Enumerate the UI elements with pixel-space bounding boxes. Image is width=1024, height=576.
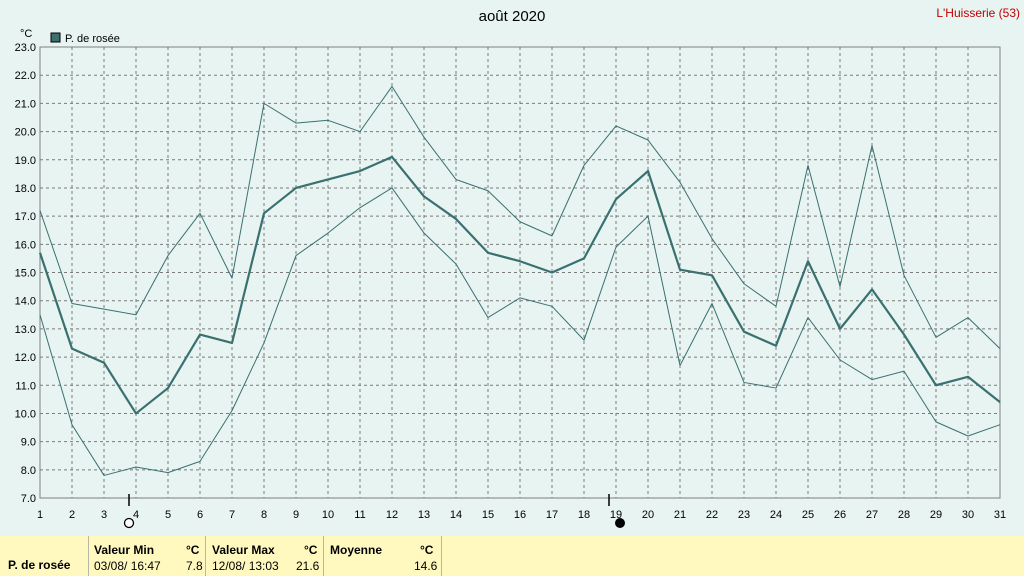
x-tick-label: 31	[994, 509, 1006, 521]
legend-swatch	[50, 32, 61, 43]
x-tick-label: 4	[133, 509, 139, 521]
y-tick-label: 10.0	[15, 408, 36, 420]
x-tick-label: 22	[706, 509, 718, 521]
series-line-max	[39, 85, 1001, 349]
max-label: Valeur Max	[212, 543, 275, 557]
series-line-min	[39, 187, 1001, 476]
x-tick-label: 3	[101, 509, 107, 521]
series-line-mean	[38, 155, 1001, 415]
stats-row-label: P. de rosée	[8, 558, 71, 572]
y-tick-label: 23.0	[15, 42, 36, 54]
y-tick-label: 14.0	[15, 296, 36, 308]
min-label: Valeur Min	[94, 543, 155, 557]
avg-label: Moyenne	[330, 543, 383, 557]
x-tick-label: 8	[261, 509, 267, 521]
filled-circle-icon	[615, 518, 625, 528]
x-tick-label: 17	[546, 509, 558, 521]
chart-title: août 2020	[479, 8, 546, 25]
min-date: 03/08/ 16:47	[94, 559, 161, 573]
series-lines	[38, 85, 1001, 476]
y-tick-label: 8.0	[21, 465, 36, 477]
x-tick-label: 2	[69, 509, 75, 521]
x-tick-label: 25	[802, 509, 814, 521]
max-value: 21.6	[296, 559, 320, 573]
y-tick-label: 20.0	[15, 127, 36, 139]
y-tick-label: 22.0	[15, 70, 36, 82]
x-tick-label: 16	[514, 509, 526, 521]
x-tick-label: 26	[834, 509, 846, 521]
x-axis-labels: 1 2 3 4 5 6 7 8 9 10 11 12 13 14 15 16 17 18 19 20 21 22 23 24 2…	[37, 509, 1006, 521]
x-tick-label: 1	[37, 509, 43, 521]
dewpoint-chart: 7.0 8.0 9.0 10.0 11.0 12.0 13.0 14.0 15.0 16.0 17.…	[15, 6, 1020, 529]
stats-panel: P. de rosée Valeur Min °C 03/08/ 16:47 7…	[0, 536, 1024, 576]
y-axis-labels: 7.0 8.0 9.0 10.0 11.0 12.0 13.0 14.0 15.0 16.0 17.…	[15, 42, 36, 505]
min-value: 7.8	[186, 559, 203, 573]
x-tick-label: 5	[165, 509, 171, 521]
x-tick-label: 27	[866, 509, 878, 521]
y-tick-label: 21.0	[15, 98, 36, 110]
grid	[40, 47, 1000, 498]
min-unit: °C	[186, 543, 200, 557]
divider	[323, 536, 324, 576]
y-tick-label: 18.0	[15, 183, 36, 195]
avg-value: 14.6	[414, 559, 438, 573]
divider	[88, 536, 89, 576]
y-tick-label: 11.0	[15, 380, 36, 392]
x-tick-label: 13	[418, 509, 430, 521]
x-tick-label: 23	[738, 509, 750, 521]
open-circle-icon	[123, 517, 135, 529]
x-tick-label: 19	[610, 509, 622, 521]
y-tick-label: 7.0	[21, 493, 36, 505]
moon-markers	[123, 494, 625, 529]
x-tick-label: 15	[482, 509, 494, 521]
y-tick-label: 17.0	[15, 211, 36, 223]
x-tick-label: 30	[962, 509, 974, 521]
x-tick-label: 18	[578, 509, 590, 521]
max-unit: °C	[304, 543, 318, 557]
x-tick-label: 12	[386, 509, 398, 521]
x-tick-label: 29	[930, 509, 942, 521]
avg-unit: °C	[420, 543, 434, 557]
divider	[205, 536, 206, 576]
y-tick-label: 16.0	[15, 239, 36, 251]
y-tick-label: 19.0	[15, 155, 36, 167]
x-tick-label: 10	[322, 509, 334, 521]
x-tick-label: 9	[293, 509, 299, 521]
y-tick-label: 9.0	[21, 437, 36, 449]
y-tick-label: 13.0	[15, 324, 36, 336]
x-tick-label: 11	[354, 509, 365, 521]
x-tick-label: 7	[229, 509, 235, 521]
x-tick-label: 14	[450, 509, 462, 521]
x-tick-label: 24	[770, 509, 782, 521]
legend-label: P. de rosée	[65, 33, 120, 45]
y-unit-label: °C	[20, 28, 32, 40]
x-tick-label: 20	[642, 509, 654, 521]
x-tick-label: 21	[674, 509, 686, 521]
max-date: 12/08/ 13:03	[212, 559, 279, 573]
station-name: L'Huisserie (53)	[936, 6, 1020, 20]
y-tick-label: 15.0	[15, 268, 36, 280]
divider	[441, 536, 442, 576]
x-tick-label: 6	[197, 509, 203, 521]
y-tick-label: 12.0	[15, 352, 36, 364]
x-tick-label: 28	[898, 509, 910, 521]
